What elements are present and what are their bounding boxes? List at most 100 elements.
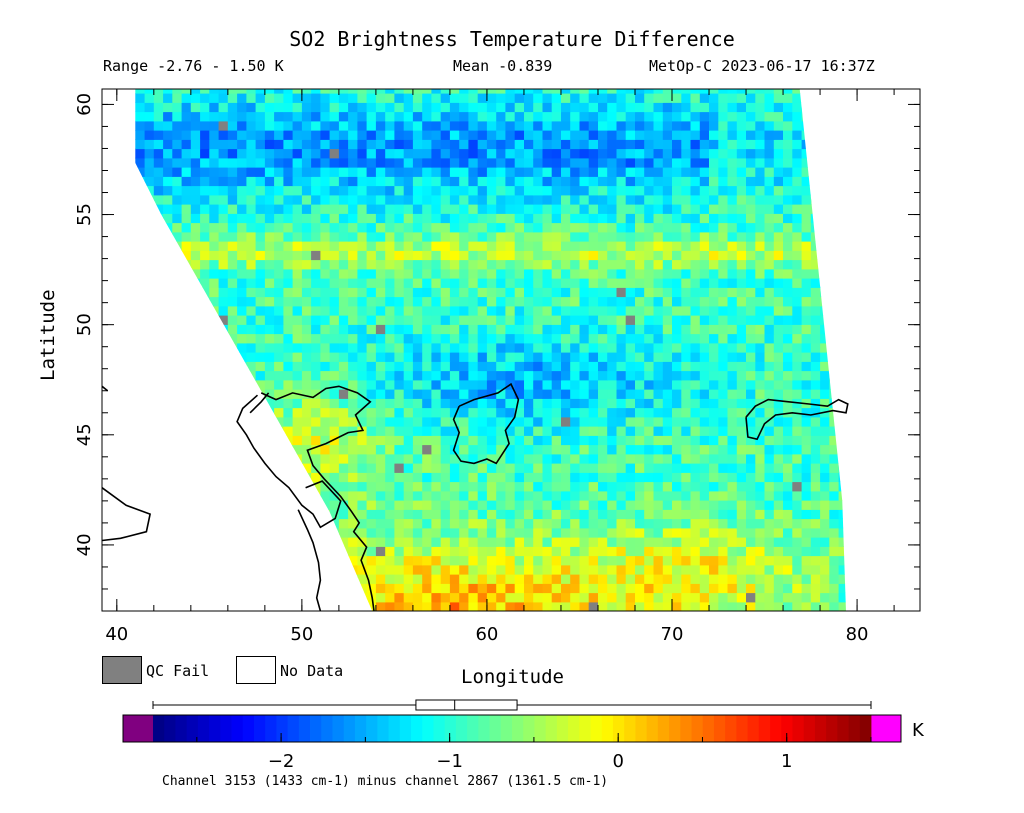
heatmap-cell (801, 315, 812, 325)
heatmap-cell (690, 102, 701, 113)
heatmap-cell (588, 601, 599, 611)
heatmap-cell (209, 435, 220, 446)
heatmap-cell (246, 259, 257, 270)
heatmap-cell (598, 231, 608, 242)
heatmap-cell (301, 305, 312, 316)
heatmap-cell (477, 305, 488, 316)
heatmap-cell (375, 426, 386, 436)
heatmap-cell (718, 157, 729, 168)
heatmap-cell (625, 564, 636, 575)
heatmap-cell (385, 389, 396, 399)
heatmap-cell (607, 268, 618, 279)
heatmap-cell (653, 93, 664, 103)
heatmap-cell (838, 176, 846, 187)
heatmap-cell (792, 250, 803, 261)
heatmap-cell (366, 111, 377, 122)
heatmap-cell (570, 518, 581, 529)
heatmap-cell (348, 555, 358, 566)
x-axis: 40 50 60 70 80 (105, 89, 895, 645)
heatmap-cell (653, 222, 664, 233)
heatmap-cell (746, 250, 756, 261)
heatmap-cell (301, 287, 312, 298)
heatmap-cell (662, 463, 673, 473)
heatmap-cell (246, 574, 257, 584)
heatmap-cell (773, 102, 784, 113)
heatmap-cell (579, 379, 590, 390)
heatmap-cell (153, 204, 164, 214)
heatmap-cell (301, 592, 312, 603)
heatmap-cell (311, 435, 321, 446)
heatmap-cell (551, 361, 562, 372)
heatmap-cell (718, 194, 729, 205)
heatmap-cell (551, 546, 562, 557)
heatmap-cell (255, 213, 266, 224)
heatmap-cell (477, 287, 488, 298)
heatmap-cell (320, 352, 331, 362)
heatmap-cell (801, 93, 812, 103)
heatmap-cell (681, 435, 692, 446)
heatmap-cell (200, 130, 210, 140)
heatmap-cell (255, 305, 266, 316)
heatmap-cell (264, 435, 275, 446)
heatmap-cell (181, 407, 192, 418)
heatmap-cell (561, 315, 571, 325)
heatmap-cell (264, 250, 275, 261)
heatmap-cell (709, 389, 719, 399)
heatmap-cell (505, 407, 516, 418)
heatmap-cell (477, 453, 488, 464)
heatmap-cell (237, 546, 247, 557)
heatmap-cell (838, 453, 846, 464)
heatmap-cell (801, 546, 812, 557)
heatmap-cell (579, 472, 590, 483)
heatmap-cell (533, 259, 544, 270)
heatmap-cell (801, 574, 812, 584)
heatmap-cell (579, 426, 590, 436)
heatmap-cell (264, 111, 275, 122)
heatmap-cell (209, 176, 220, 187)
heatmap-cell (820, 416, 830, 427)
heatmap-cell (422, 379, 433, 390)
heatmap-cell (607, 315, 618, 325)
heatmap-cell (690, 490, 701, 501)
heatmap-cell (200, 463, 210, 473)
heatmap-cell (783, 527, 793, 538)
heatmap-cell (653, 120, 664, 131)
heatmap-cell (486, 518, 497, 529)
heatmap-cell (440, 268, 451, 279)
heatmap-cell (394, 120, 405, 131)
heatmap-cell (301, 167, 312, 177)
heatmap-cell (579, 574, 590, 584)
heatmap-cell (172, 379, 183, 390)
heatmap-cell (598, 564, 608, 575)
y-tick-label: 60 (74, 93, 95, 116)
heatmap-cell (348, 222, 358, 233)
heatmap-cell (255, 379, 266, 390)
heatmap-cell (801, 213, 812, 224)
heatmap-cell (218, 352, 229, 362)
heatmap-cell (477, 315, 488, 325)
heatmap-cell (486, 407, 497, 418)
heatmap-cell (200, 453, 210, 464)
heatmap-cell (320, 389, 331, 399)
heatmap-cell (357, 601, 368, 611)
heatmap-cell (135, 592, 146, 603)
heatmap-cell (412, 268, 423, 279)
heatmap-cell (625, 398, 636, 409)
heatmap-cell (301, 93, 312, 103)
heatmap-cell (144, 93, 155, 103)
heatmap-cell (746, 370, 756, 381)
heatmap-cell (163, 518, 173, 529)
heatmap-cell (718, 389, 729, 399)
heatmap-cell (699, 157, 710, 168)
heatmap-cell (209, 296, 220, 307)
heatmap-cell (746, 490, 756, 501)
heatmap-cell (440, 527, 451, 538)
heatmap-cell (773, 500, 784, 510)
heatmap-cell (598, 167, 608, 177)
heatmap-cell (755, 472, 766, 483)
heatmap-cell (431, 601, 442, 611)
heatmap-cell (588, 537, 599, 547)
heatmap-cell (718, 352, 729, 362)
heatmap-cell (292, 398, 303, 409)
heatmap-cell (755, 546, 766, 557)
